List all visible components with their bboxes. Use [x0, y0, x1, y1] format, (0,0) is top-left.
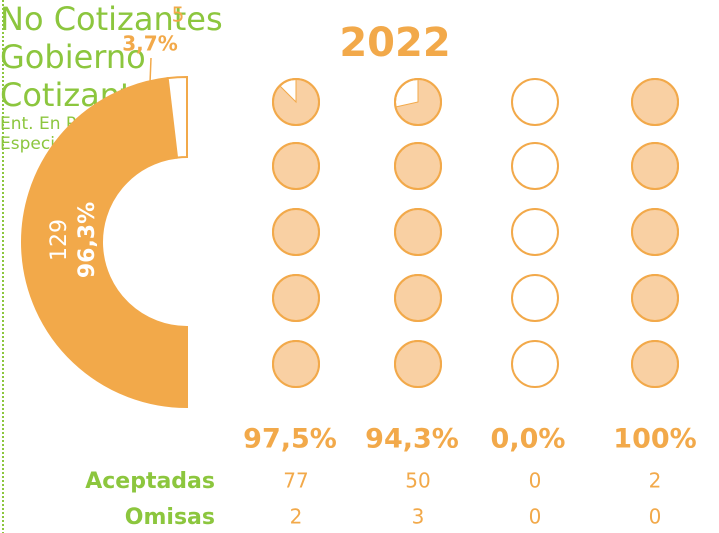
- donut-segment: [21, 77, 188, 409]
- icon-fill: [631, 340, 679, 388]
- icon-fill: [394, 142, 442, 190]
- row-value: 2: [290, 505, 303, 529]
- icon-circle: [511, 78, 559, 126]
- segment-value: 129: [47, 219, 72, 261]
- row-value: 2: [649, 469, 662, 493]
- percent-label: 94,3%: [365, 424, 459, 455]
- icon-fill: [394, 340, 442, 388]
- icon-fill: [272, 142, 320, 190]
- icon-fill: [631, 208, 679, 256]
- row-value: 3: [412, 505, 425, 529]
- icon-fill: [272, 274, 320, 322]
- row-value: 50: [405, 469, 430, 493]
- icon-fill: [272, 340, 320, 388]
- category-label: Gobierno: [0, 38, 146, 76]
- percent-label: 100%: [613, 424, 696, 455]
- row-value: 0: [529, 505, 542, 529]
- percent-label: 97,5%: [243, 424, 337, 455]
- row-value: 0: [649, 505, 662, 529]
- icon-fill: [631, 142, 679, 190]
- icon-circle: [511, 274, 559, 322]
- percent-label: 0,0%: [491, 424, 566, 455]
- leader-line: [148, 57, 152, 109]
- segment-percent: 3,7%: [122, 32, 177, 56]
- segment-percent: 96,3%: [75, 202, 100, 278]
- icon-circle: [511, 142, 559, 190]
- row-label: Aceptadas: [85, 469, 215, 494]
- icon-fill: [394, 208, 442, 256]
- icon-circle: [511, 340, 559, 388]
- icon-fill: [394, 274, 442, 322]
- icon-fill: [272, 208, 320, 256]
- donut-segment: [166, 75, 188, 159]
- icon-outline: [394, 78, 442, 126]
- category-label: No Cotizantes: [0, 0, 223, 38]
- icon-fill: [631, 78, 679, 126]
- row-label: Omisas: [125, 505, 215, 530]
- icon-outline: [272, 78, 320, 126]
- icon-circle: [511, 208, 559, 256]
- row-value: 0: [529, 469, 542, 493]
- row-value: 77: [283, 469, 308, 493]
- title: 2022: [339, 20, 450, 66]
- icon-fill: [631, 274, 679, 322]
- segment-value: 5: [172, 3, 185, 27]
